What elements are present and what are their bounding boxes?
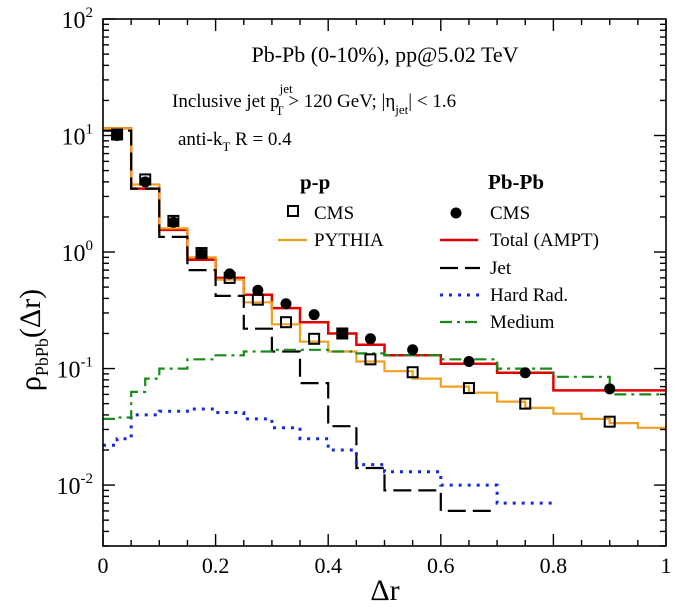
data-point-pp-cms <box>223 271 236 284</box>
x-tick-label: 0 <box>98 553 109 578</box>
data-point-pbpb-cms <box>364 333 376 345</box>
data-point-pp-cms <box>336 327 349 340</box>
legend-marker-pbpb-cms <box>450 207 462 219</box>
data-point-pp-cms <box>111 128 124 141</box>
y-tick-label: 101 <box>62 122 94 151</box>
data-point-pbpb-cms <box>196 248 208 260</box>
y-tick-label: 100 <box>62 238 94 267</box>
data-point-pbpb-cms <box>139 176 151 188</box>
data-point-pbpb-cms <box>604 383 616 395</box>
x-axis-label: Δr <box>370 574 399 607</box>
legend-label-hard: Hard Rad. <box>490 285 568 306</box>
annotation-jet-cuts: Inclusive jet pjet T > 120 GeV; |ηjet| < … <box>172 81 456 118</box>
data-point-pp-cms <box>519 397 532 410</box>
data-point-pbpb-cms <box>519 367 531 379</box>
legend-label-jet: Jet <box>490 258 512 279</box>
data-point-pbpb-cms <box>308 309 320 321</box>
x-tick-label: 0.8 <box>540 553 568 578</box>
data-point-pbpb-cms <box>336 327 348 339</box>
data-point-pp-cms <box>139 173 152 186</box>
x-tick-label: 0.4 <box>314 553 342 578</box>
legend-label-pp-cms: CMS <box>314 203 354 224</box>
data-point-pp-cms <box>195 247 208 260</box>
legend-label-pbpb-cms: CMS <box>490 203 530 224</box>
legend: p-p Pb-Pb CMS PYTHIA CMS Total (AMPT) Je… <box>278 170 599 333</box>
data-point-pbpb-cms <box>111 130 123 142</box>
data-point-pbpb-cms <box>407 344 419 356</box>
axes: 0 0.2 0.4 0.6 0.8 1 10-2 10-1 100 101 102 <box>57 5 672 578</box>
legend-pbpb-header: Pb-Pb <box>488 170 544 194</box>
y-tick-label: 10-1 <box>57 355 94 384</box>
data-point-pp-cms <box>251 293 264 306</box>
series-line-jet <box>103 129 498 512</box>
data-point-pp-cms <box>279 316 292 329</box>
data-point-pp-cms <box>603 415 616 428</box>
series-line-pythia <box>103 127 666 429</box>
data-point-pp-cms <box>462 382 475 395</box>
series-line-hard-rad <box>103 407 554 505</box>
annotation-system: Pb-Pb (0-10%), pp@5.02 TeV <box>251 42 518 67</box>
data-point-pp-cms <box>308 332 321 345</box>
x-tick-label: 1 <box>661 553 672 578</box>
annotation-algorithm: anti-kT R = 0.4 <box>178 129 292 154</box>
y-axis-label: ρPbPb(Δr) <box>14 289 52 391</box>
x-tick-label: 0.2 <box>202 553 230 578</box>
data-point-pp-cms <box>364 353 377 366</box>
legend-label-total: Total (AMPT) <box>490 230 599 251</box>
legend-marker-pp-cms <box>287 205 299 217</box>
data-point-pbpb-cms <box>463 355 475 367</box>
data-point-pp-cms <box>406 366 419 379</box>
legend-label-pythia: PYTHIA <box>314 230 384 251</box>
data-point-pp-cms <box>167 214 180 227</box>
y-tick-label: 10-2 <box>57 471 94 500</box>
data-point-pbpb-cms <box>280 298 292 310</box>
data-point-pbpb-cms <box>252 284 264 296</box>
y-tick-label: 102 <box>62 5 94 34</box>
svg-text:ρPbPb(Δr): ρPbPb(Δr) <box>14 289 52 391</box>
legend-pp-header: p-p <box>300 170 330 194</box>
plot-area <box>103 127 666 512</box>
x-tick-label: 0.6 <box>427 553 455 578</box>
legend-label-medium: Medium <box>490 312 555 333</box>
series-line-medium <box>103 348 666 420</box>
